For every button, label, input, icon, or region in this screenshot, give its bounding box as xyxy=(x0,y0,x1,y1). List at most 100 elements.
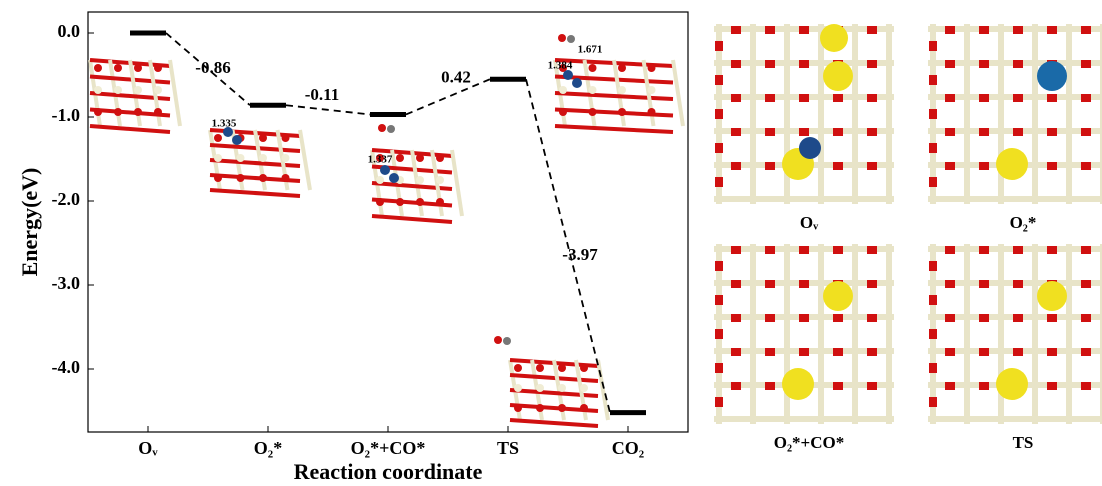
oxygen xyxy=(1047,94,1057,102)
y-tick-label: -1.0 xyxy=(52,105,81,125)
y-axis-title: Energy(eV) xyxy=(17,168,42,277)
vacancy xyxy=(799,137,821,159)
oxygen xyxy=(929,329,937,339)
y-tick-label: -3.0 xyxy=(52,273,81,293)
x-tick-label: CO₂ xyxy=(612,438,644,458)
x-tick-label: O₂* xyxy=(254,438,282,458)
oxygen xyxy=(833,128,843,136)
oxygen xyxy=(929,363,937,373)
x-axis-title: Reaction coordinate xyxy=(294,459,483,484)
oxygen xyxy=(1047,314,1057,322)
oxygen xyxy=(979,382,989,390)
oxygen xyxy=(799,26,809,34)
oxygen xyxy=(867,246,877,254)
atom xyxy=(558,364,566,372)
atom xyxy=(214,174,222,182)
step-label: -0.11 xyxy=(305,85,339,104)
charge-density xyxy=(996,148,1028,180)
atom xyxy=(114,86,122,94)
y-tick-label: 0.0 xyxy=(58,21,81,41)
bond xyxy=(300,130,310,190)
oxygen xyxy=(945,94,955,102)
y-tick-label: -4.0 xyxy=(52,357,81,377)
atom xyxy=(259,134,267,142)
oxygen xyxy=(867,314,877,322)
atom xyxy=(589,108,597,116)
atom xyxy=(376,176,384,184)
oxygen xyxy=(1047,246,1057,254)
atom xyxy=(416,176,424,184)
oxygen xyxy=(731,60,741,68)
atom xyxy=(237,174,245,182)
oxygen xyxy=(1047,162,1057,170)
oxygen xyxy=(1081,314,1091,322)
figure: Energy(eV) Reaction coordinate 1.3351.33… xyxy=(0,0,1102,486)
bond xyxy=(555,126,673,132)
oxygen xyxy=(867,280,877,288)
oxygen xyxy=(1013,26,1023,34)
oxygen xyxy=(715,329,723,339)
oxygen xyxy=(799,280,809,288)
atom xyxy=(558,34,566,42)
oxygen xyxy=(715,261,723,271)
atom xyxy=(154,86,162,94)
oxygen xyxy=(833,348,843,356)
atom xyxy=(436,198,444,206)
oxygen xyxy=(715,363,723,373)
oxygen xyxy=(731,246,741,254)
atom xyxy=(214,134,222,142)
oxygen xyxy=(1081,348,1091,356)
oxygen xyxy=(1013,94,1023,102)
connector xyxy=(286,105,370,114)
atom xyxy=(503,337,511,345)
atom xyxy=(580,364,588,372)
atom xyxy=(378,124,386,132)
atom xyxy=(154,64,162,72)
bond xyxy=(90,126,170,132)
panel-label: O₂*+CO* xyxy=(774,433,845,452)
oxygen xyxy=(867,162,877,170)
atom xyxy=(237,154,245,162)
bond xyxy=(372,216,452,222)
oxygen xyxy=(833,246,843,254)
oxygen xyxy=(1081,128,1091,136)
oxygen xyxy=(929,109,937,119)
charge-density xyxy=(1037,281,1067,311)
oxygen xyxy=(833,162,843,170)
oxygen xyxy=(1013,348,1023,356)
atom xyxy=(154,108,162,116)
atom xyxy=(514,364,522,372)
atom xyxy=(396,154,404,162)
atom xyxy=(514,384,522,392)
oxygen xyxy=(799,246,809,254)
oxygen xyxy=(979,94,989,102)
bond xyxy=(510,375,598,381)
bond xyxy=(452,150,462,216)
oxygen xyxy=(731,348,741,356)
oxygen xyxy=(1047,128,1057,136)
atom xyxy=(536,364,544,372)
oxygen xyxy=(945,314,955,322)
atom xyxy=(618,64,626,72)
oxygen xyxy=(945,348,955,356)
step-label: -3.97 xyxy=(562,245,598,264)
oxygen xyxy=(799,348,809,356)
bond xyxy=(210,190,300,196)
oxygen xyxy=(1081,60,1091,68)
oxygen xyxy=(799,60,809,68)
bond xyxy=(510,420,598,426)
oxygen xyxy=(945,128,955,136)
atom xyxy=(618,108,626,116)
oxygen xyxy=(731,280,741,288)
oxygen xyxy=(765,314,775,322)
oxygen xyxy=(833,382,843,390)
charge-density xyxy=(823,281,853,311)
atom xyxy=(559,108,567,116)
bond-length-label: 1.337 xyxy=(368,154,393,166)
oxygen xyxy=(799,94,809,102)
oxygen xyxy=(765,128,775,136)
atom xyxy=(416,198,424,206)
oxygen xyxy=(945,280,955,288)
atom xyxy=(572,78,582,88)
oxygen xyxy=(833,314,843,322)
